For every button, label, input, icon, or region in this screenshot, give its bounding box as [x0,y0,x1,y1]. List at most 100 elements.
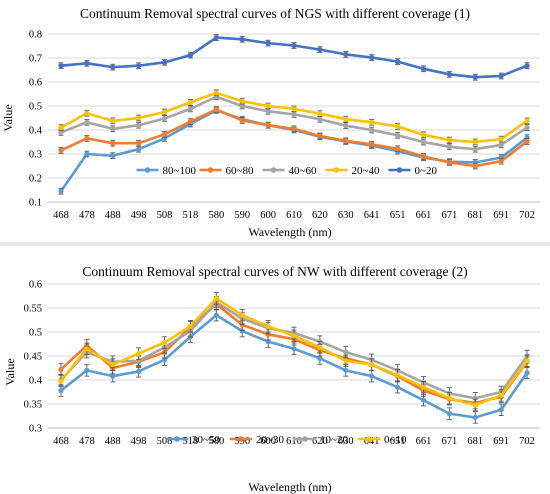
data-point [446,395,452,401]
legend-label: 40~60 [289,165,317,177]
data-point [420,139,427,145]
data-point [291,42,297,49]
y-tick-label: 0.7 [29,54,42,65]
data-point [343,138,349,144]
y-tick-label: 0.4 [29,126,43,137]
data-point [84,60,90,66]
data-point [265,103,271,109]
y-tick-label: 0.5 [29,328,42,339]
data-point [265,108,271,114]
data-point [394,372,401,378]
data-point [213,312,219,318]
x-tick-label: 702 [519,436,535,447]
data-point [394,59,401,65]
data-point [369,54,375,61]
data-point [110,362,116,368]
data-point [446,71,452,77]
legend-label: 20~30 [256,434,284,446]
data-point [420,384,427,390]
data-point [317,133,323,139]
data-point [317,355,323,361]
data-point [472,414,478,421]
data-point [187,119,194,125]
data-point [524,125,530,131]
x-tick-label: 498 [131,210,147,221]
data-point [524,358,530,364]
y-tick-label: 0.45 [24,352,42,363]
data-point [239,117,245,123]
data-point [343,367,349,373]
data-point [317,47,323,53]
x-tick-label: 641 [364,210,380,221]
data-point [394,146,401,152]
data-point [161,109,168,115]
x-tick-label: 681 [467,210,483,221]
x-tick-label: 600 [260,436,276,447]
data-point [187,323,194,329]
y-tick-label: 0.5 [29,102,42,113]
data-point [317,111,323,117]
data-point [239,36,245,42]
data-point [369,127,375,133]
data-point [239,98,245,104]
x-tick-label: 691 [493,436,509,447]
data-point [161,115,168,122]
legend-swatch-marker [270,167,277,173]
data-point [58,147,64,153]
y-tick-label: 0.6 [29,280,42,291]
legend-swatch-marker [302,436,308,442]
data-point [420,153,427,159]
legend-label: 60~80 [226,165,254,177]
x-tick-label: 671 [441,436,457,447]
legend-label: 20~40 [352,165,380,177]
x-tick-label: 651 [390,436,406,447]
data-point [58,63,64,69]
x-tick-label: 681 [467,436,483,447]
data-point [265,323,271,329]
data-point [343,51,349,58]
data-point [239,328,245,334]
legend-swatch-marker [238,436,244,442]
data-point [58,378,64,384]
y-axis-label: Value [1,104,15,131]
x-tick-label: 651 [390,210,406,221]
x-tick-label: 488 [105,210,121,221]
y-tick-label: 0.1 [29,198,42,209]
series-line-80~100 [59,109,528,192]
data-point [291,333,297,339]
y-axis-label: Value [3,358,17,385]
data-point [317,344,323,350]
x-tick-label: 620 [312,210,328,221]
data-point [161,339,168,346]
data-point [369,141,375,147]
x-tick-label: 620 [312,436,328,447]
data-point [187,99,194,105]
data-point [420,66,427,72]
y-tick-label: 0.3 [29,150,42,161]
x-tick-label: 661 [416,436,432,447]
data-point [110,126,116,132]
data-point [472,74,478,80]
x-tick-label: 508 [157,210,173,221]
legend-label: 80~100 [163,165,197,177]
data-point [369,362,375,368]
data-point [291,126,297,132]
data-point [472,159,478,165]
x-tick-label: 661 [416,210,432,221]
data-point [110,140,116,146]
data-point [524,370,530,376]
x-tick-label: 630 [338,436,354,447]
x-tick-label: 518 [183,210,199,221]
data-point [291,346,297,352]
x-tick-label: 610 [286,210,302,221]
data-point [161,131,168,137]
x-tick-label: 600 [260,210,276,221]
chart-nw: Continuum Removal spectral curves of NW … [3,264,540,494]
legend-swatch-marker [174,436,180,442]
data-point [291,111,297,117]
y-tick-label: 0.8 [29,30,42,41]
data-point [136,140,142,146]
data-point [58,387,64,394]
data-point [369,373,375,379]
data-point [498,73,504,79]
